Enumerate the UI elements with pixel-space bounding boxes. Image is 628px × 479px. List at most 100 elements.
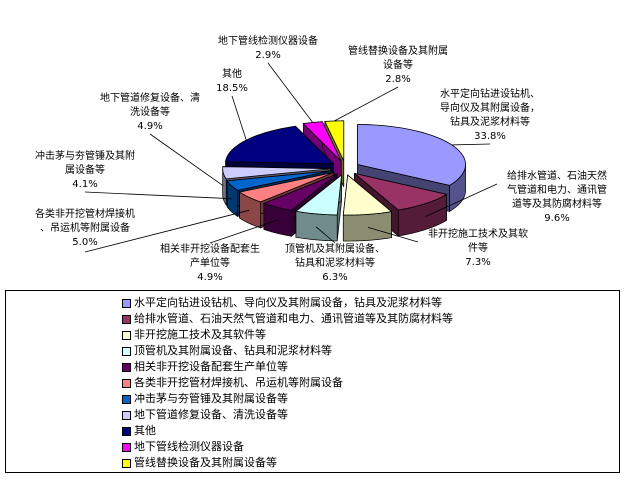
legend-swatch [122,362,131,372]
pie-slice-5 [262,173,338,211]
legend-label: 地下管线检测仪器设备 [134,440,244,453]
leader-line [209,219,278,244]
legend-label: 给排水管道、石油天然气管道和电力、通讯管道等及其防腐材料等 [134,312,453,325]
data-label-text: 钻具和泥浆材料等 [295,258,375,269]
data-label-text: 洗设备等 [130,107,170,118]
data-label-value: 7.3% [465,257,491,268]
data-label-text: 冲击茅与夯管锤及其附 [35,151,135,162]
legend-label: 非开挖施工技术及其软件等 [134,328,266,341]
legend-item: 顶管机及其附属设备、钻具和泥浆材料等 [122,343,619,359]
legend-swatch [122,426,131,436]
legend-label: 顶管机及其附属设备、钻具和泥浆材料等 [134,344,332,357]
data-label-value: 2.8% [385,74,411,85]
data-label-value: 4.9% [137,121,163,132]
slice-side [342,211,392,242]
legend-label: 其他 [134,424,156,437]
data-label-text: 管线替换设备及其附属 [348,46,448,57]
data-label-text: 产单位等 [190,258,230,269]
slice-side [295,210,338,242]
legend: 水平定向钻进设钻机、导向仪及其附属设备，钻具及泥浆材料等 给排水管道、石油天然气管… [5,290,620,473]
legend-item: 各类非开挖管材焊接机、吊运机等附属设备 [122,375,619,391]
data-label-text: 各类非开挖管材焊接机 [35,209,135,220]
data-label-value: 2.9% [255,50,281,61]
data-label-value: 9.6% [544,213,570,224]
legend-label: 相关非开挖设备配套生产单位等 [134,360,288,373]
data-label-text: 相关非开挖设备配套生 [160,244,260,255]
legend-item: 其他 [122,423,619,439]
pie-slice-4 [295,174,343,216]
legend-swatch [122,410,131,420]
legend-label: 水平定向钻进设钻机、导向仪及其附属设备，钻具及泥浆材料等 [134,296,442,309]
legend-item: 给排水管道、石油天然气管道和电力、通讯管道等及其防腐材料等 [122,311,619,327]
data-label: 地下管线检测仪器设备 2.9% [218,35,318,63]
pie-slice-6 [238,172,334,203]
legend-swatch [122,458,131,468]
legend-swatch [122,314,131,324]
leader-line [451,143,491,146]
pie-slice-7 [226,170,332,191]
data-label: 相关非开挖设备配套生 产单位等 4.9% [160,243,260,285]
data-label-text: 属设备等 [65,165,105,176]
data-label-text: 气管道和电力、通讯管 [507,185,607,196]
legend-label: 地下管道修复设备、清洗设备等 [134,408,288,421]
data-label-text: 地下管道修复设备、清 [100,93,200,104]
data-label-value: 4.1% [72,179,98,190]
data-label: 管线替换设备及其附属 设备等 2.8% [348,45,448,87]
data-label-text: 给排水管道、石油天然 [507,171,607,182]
legend-item: 非开挖施工技术及其软件等 [122,327,619,343]
leader-line [315,226,336,244]
data-label-text: 地下管线检测仪器设备 [218,36,318,47]
legend-swatch [122,346,131,356]
legend-item: 地下管道修复设备、清洗设备等 [122,407,619,423]
data-label-text: 顶管机及其附属设备、 [285,244,385,255]
pie-slice-3 [342,174,393,216]
pie-slice-9 [225,125,335,165]
pie-slice-10 [302,121,342,162]
leader-line [425,183,498,217]
data-label: 地下管道修复设备、清 洗设备等 4.9% [100,92,200,134]
data-label: 水平定向钻进设钻机、 导向仪及其附属设备， 钻具及泥浆材料等 33.8% [440,88,540,144]
data-label-text: 设备等 [383,60,413,71]
data-label: 其他 18.5% [216,68,248,96]
data-label: 各类非开挖管材焊接机 、吊运机等附属设备 5.0% [35,208,135,250]
legend-swatch [122,330,131,340]
legend-label: 各类非开挖管材焊接机、吊运机等附属设备 [134,376,343,389]
data-label: 冲击茅与夯管锤及其附 属设备等 4.1% [35,150,135,192]
data-label-value: 5.0% [72,237,98,248]
legend-item: 管线替换设备及其附属设备等 [122,455,619,471]
data-label-text: 道等及其防腐材料等 [512,199,602,210]
data-label-value: 4.9% [197,272,223,283]
data-label-value: 6.3% [322,272,348,283]
legend-swatch [122,394,131,404]
data-label-text: 导向仪及其附属设备， [440,103,540,114]
data-label-text: 件等 [468,243,488,254]
data-label: 非开挖施工技术及其软 件等 7.3% [428,228,528,270]
leader-line [267,62,314,123]
data-label-text: 钻具及泥浆材料等 [450,117,530,128]
leader-line [149,133,224,187]
pie-slice-8 [222,166,331,180]
data-label: 顶管机及其附属设备、 钻具和泥浆材料等 6.3% [285,243,385,285]
leader-line [367,226,419,243]
legend-item: 相关非开挖设备配套生产单位等 [122,359,619,375]
leader-line [334,86,399,122]
pie-slice-2 [354,173,448,211]
leader-line [231,95,247,141]
pie-chart [84,62,498,253]
legend-item: 地下管线检测仪器设备 [122,439,619,455]
legend-item: 冲击茅与夯管锤及其附属设备等 [122,391,619,407]
data-label: 给排水管道、石油天然 气管道和电力、通讯管 道等及其防腐材料等 9.6% [507,170,607,226]
legend-label: 冲击茅与夯管锤及其附属设备等 [134,392,288,405]
leader-line [84,209,250,253]
legend-swatch [122,442,131,452]
data-label-text: 其他 [222,69,242,80]
data-label-value: 18.5% [216,83,248,94]
legend-swatch [122,378,131,388]
leader-line [84,191,232,200]
legend-item: 水平定向钻进设钻机、导向仪及其附属设备，钻具及泥浆材料等 [122,295,619,311]
legend-label: 管线替换设备及其附属设备等 [134,456,277,469]
data-label-text: 、吊运机等附属设备 [40,223,130,234]
data-label-text: 非开挖施工技术及其软 [428,229,528,240]
legend-swatch [122,298,131,308]
